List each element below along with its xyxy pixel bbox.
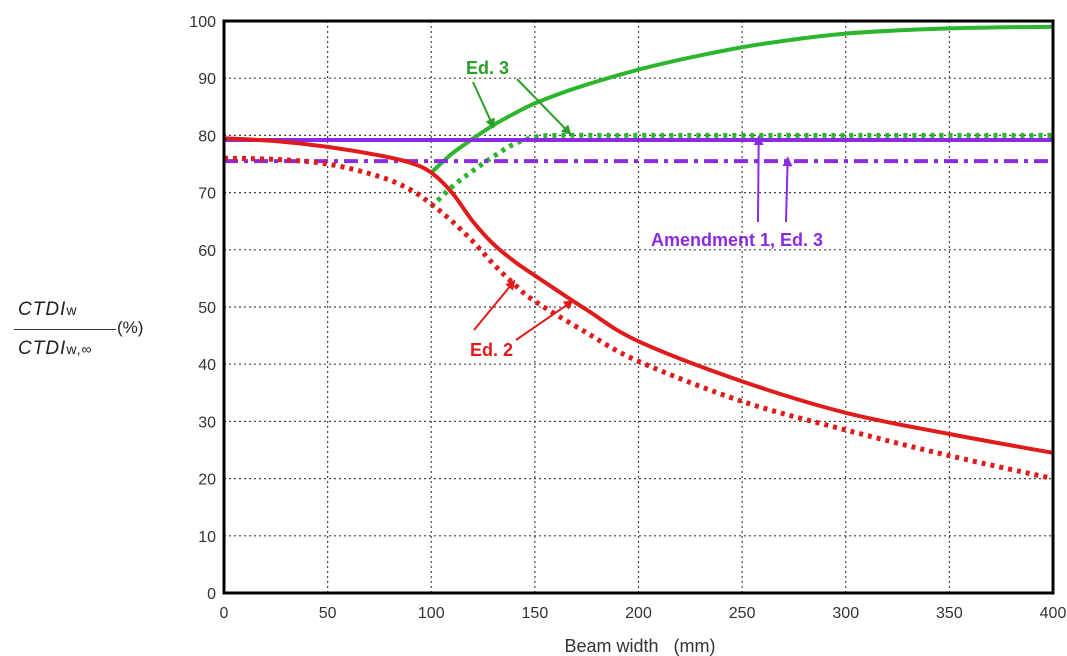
amendment-arrow-solid [753, 135, 764, 223]
series-line-ed-2-dotted [223, 155, 1054, 482]
x-tick-label: 150 [522, 605, 549, 622]
y-tick-label: 60 [198, 243, 216, 260]
y-tick-label: 20 [198, 472, 216, 489]
y-label-num-main: CTDI [18, 299, 67, 320]
y-label-den-sub: w,∞ [66, 341, 93, 357]
y-label-den-main: CTDI [18, 338, 67, 359]
x-tick-label: 200 [625, 605, 652, 622]
ed3-arrow-solid [472, 81, 495, 129]
y-label-num-sub: w [66, 302, 78, 318]
x-tick-label: 0 [220, 605, 229, 622]
amendment-arrow-dashdot [782, 156, 793, 223]
y-tick-label: 50 [198, 300, 216, 317]
y-axis-label-denominator: CTDIw,∞ [18, 338, 142, 360]
ed3-arrow-dotted [516, 78, 572, 136]
plot-frame [222, 19, 1055, 595]
x-tick-label: 100 [418, 605, 445, 622]
y-axis-label-numerator: CTDIw [18, 299, 142, 321]
y-axis-label-fraction-bar [14, 329, 116, 330]
y-tick-label: 0 [207, 586, 216, 603]
x-tick-label: 350 [936, 605, 963, 622]
series-layer [223, 24, 1054, 482]
y-tick-label: 80 [198, 128, 216, 145]
y-tick-label: 30 [198, 414, 216, 431]
x-tick-label: 400 [1040, 605, 1067, 622]
series-line-ed-3-solid [429, 24, 1054, 175]
x-tick-label: 250 [729, 605, 756, 622]
ed2-arrow-dotted [473, 279, 516, 331]
y-axis-label-unit: (%) [117, 318, 144, 337]
grid [223, 20, 1054, 594]
y-tick-label: 100 [189, 14, 216, 31]
amendment-annotation: Amendment 1, Ed. 3 [651, 230, 823, 250]
ed2-arrow-solid [515, 300, 574, 341]
x-tick-label: 50 [319, 605, 337, 622]
x-axis-label: Beam width (mm) [564, 636, 715, 656]
tick-labels: 0 50 100 150 200 250 300 350 400 0 10 20 30 40 50 60 70 8… [189, 14, 1066, 622]
ed2-annotation: Ed. 2 [470, 340, 513, 360]
y-tick-label: 10 [198, 529, 216, 546]
annotation-arrows [472, 78, 793, 341]
y-tick-label: 40 [198, 357, 216, 374]
series-line-ed-2-solid [223, 136, 1054, 455]
y-tick-label: 70 [198, 186, 216, 203]
ed3-annotation: Ed. 3 [466, 58, 509, 78]
y-tick-label: 90 [198, 71, 216, 88]
x-tick-label: 300 [832, 605, 859, 622]
